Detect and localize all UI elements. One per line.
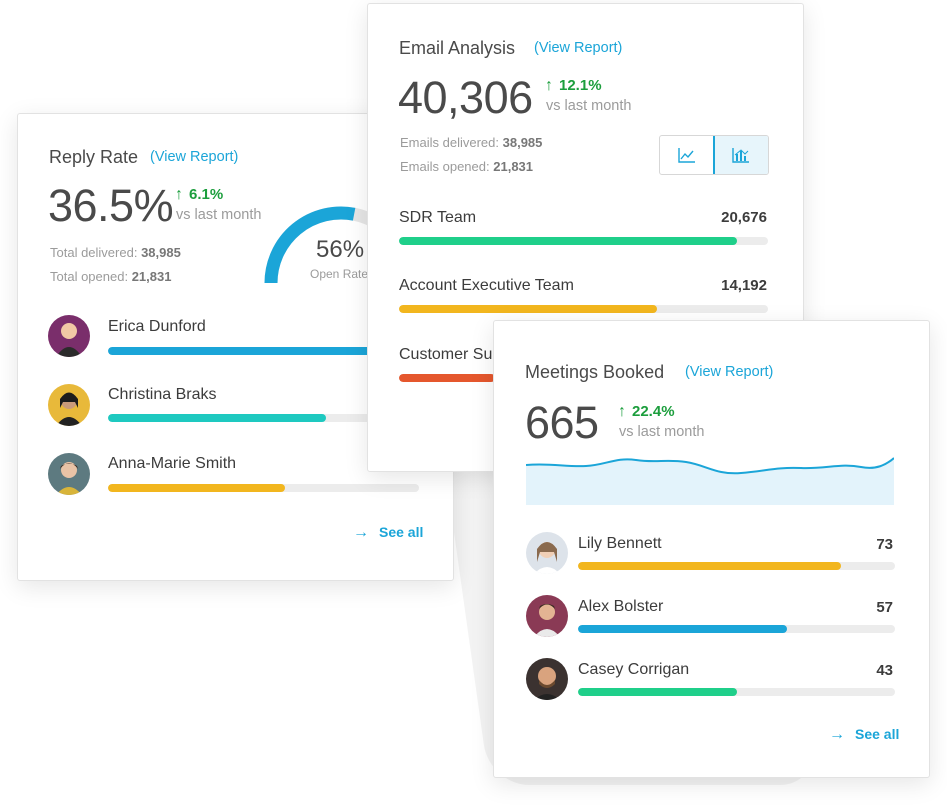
team-name: Account Executive Team <box>399 277 574 294</box>
meetings-booked-title: Meetings Booked <box>525 362 665 382</box>
sparkline-area <box>526 458 894 505</box>
person-bar <box>578 688 895 696</box>
person-name: Christina Braks <box>108 386 217 403</box>
person-avatar-icon <box>526 532 568 574</box>
line-chart-toggle-button[interactable] <box>660 136 714 174</box>
emails-opened: Emails opened: 21,831 <box>400 159 533 174</box>
arrow-right-icon: → <box>353 524 369 541</box>
bar-chart-toggle-button[interactable] <box>712 136 768 174</box>
person-name: Erica Dunford <box>108 318 206 335</box>
meetings-booked-delta: ↑ 22.4% <box>618 403 675 421</box>
total-delivered-label: Total delivered: <box>50 245 138 260</box>
emails-delivered: Emails delivered: 38,985 <box>400 135 542 150</box>
reply-rate-delta-note: vs last month <box>176 207 262 223</box>
reply-rate-delta-value: 6.1% <box>189 186 224 203</box>
emails-opened-value: 21,831 <box>493 159 534 174</box>
sparkline-line <box>526 457 894 475</box>
avatar <box>48 384 90 426</box>
open-rate-gauge-fill <box>264 206 356 284</box>
meetings-booked-value: 665 <box>525 397 599 448</box>
person-bar-fill <box>108 484 286 492</box>
total-delivered-value: 38,985 <box>141 245 181 260</box>
reply-rate-total-opened: Total opened: 21,831 <box>50 269 171 284</box>
person-bar <box>578 625 895 633</box>
meetings-booked-delta-value: 22.4% <box>632 403 675 420</box>
email-analysis-delta-note: vs last month <box>546 98 632 114</box>
arrow-right-icon: → <box>829 726 845 743</box>
avatar <box>48 453 90 495</box>
emails-opened-label: Emails opened: <box>400 159 490 174</box>
reply-rate-view-report-link[interactable]: (View Report) <box>150 149 239 165</box>
person-bar-fill <box>578 562 842 570</box>
person-count: 57 <box>876 599 893 616</box>
person-name: Alex Bolster <box>578 598 664 615</box>
open-rate-value: 56% <box>316 236 365 263</box>
arrow-up-icon: ↑ <box>618 403 626 420</box>
person-bar-fill <box>578 625 788 633</box>
avatar <box>526 532 568 574</box>
open-rate-gauge <box>264 206 383 284</box>
meetings-sparkline <box>526 457 894 505</box>
person-count: 73 <box>876 536 893 553</box>
team-name: Customer Su <box>399 346 493 363</box>
line-chart-icon <box>678 148 695 163</box>
person-avatar-icon <box>48 315 90 357</box>
meetings-booked-delta-note: vs last month <box>619 424 705 440</box>
avatar <box>526 658 568 700</box>
emails-delivered-value: 38,985 <box>502 135 543 150</box>
see-all-label: See all <box>379 524 424 540</box>
total-opened-value: 21,831 <box>131 269 172 284</box>
meetings-booked-card: Meetings Booked (View Report) 665 ↑ 22.4%… <box>493 320 930 778</box>
reply-rate-delta: ↑ 6.1% <box>175 186 223 204</box>
email-analysis-value: 40,306 <box>398 72 533 123</box>
person-count: 43 <box>876 662 893 679</box>
reply-rate-title: Reply Rate <box>49 147 139 167</box>
meetings-booked-see-all-link[interactable]: → See all <box>829 726 899 744</box>
person-name: Anna-Marie Smith <box>108 455 237 472</box>
meetings-booked-view-report-link[interactable]: (View Report) <box>685 364 774 380</box>
person-bar-fill <box>108 347 419 355</box>
person-avatar-icon <box>526 658 568 700</box>
team-name: SDR Team <box>399 209 477 226</box>
team-bar-fill <box>399 305 658 313</box>
open-rate-label: Open Rate <box>310 267 369 281</box>
person-bar-fill <box>108 414 326 422</box>
person-bar <box>108 484 419 492</box>
bar-chart-icon <box>732 148 750 163</box>
team-bar <box>399 305 768 313</box>
total-opened-label: Total opened: <box>50 269 129 284</box>
team-bar-fill <box>399 237 737 245</box>
reply-rate-value: 36.5% <box>48 180 174 231</box>
avatar <box>526 595 568 637</box>
arrow-up-icon: ↑ <box>175 186 183 203</box>
person-bar <box>578 562 895 570</box>
reply-rate-total-delivered: Total delivered: 38,985 <box>50 245 181 260</box>
team-count: 14,192 <box>721 277 767 294</box>
chart-type-toggle <box>659 135 769 175</box>
email-analysis-view-report-link[interactable]: (View Report) <box>534 40 623 56</box>
team-count: 20,676 <box>721 209 767 226</box>
person-bar <box>108 347 419 355</box>
email-analysis-title: Email Analysis <box>399 38 516 58</box>
email-analysis-delta: ↑ 12.1% <box>545 77 602 95</box>
person-name: Casey Corrigan <box>578 661 690 678</box>
person-avatar-icon <box>48 453 90 495</box>
emails-delivered-label: Emails delivered: <box>400 135 499 150</box>
person-avatar-icon <box>48 384 90 426</box>
email-analysis-delta-value: 12.1% <box>559 77 602 94</box>
person-avatar-icon <box>526 595 568 637</box>
avatar <box>48 315 90 357</box>
arrow-up-icon: ↑ <box>545 77 553 94</box>
person-name: Lily Bennett <box>578 535 662 552</box>
team-bar-fill <box>399 374 495 382</box>
team-bar <box>399 237 768 245</box>
person-bar-fill <box>578 688 737 696</box>
reply-rate-see-all-link[interactable]: → See all <box>353 524 423 542</box>
person-bar <box>108 414 419 422</box>
see-all-label: See all <box>855 726 900 742</box>
